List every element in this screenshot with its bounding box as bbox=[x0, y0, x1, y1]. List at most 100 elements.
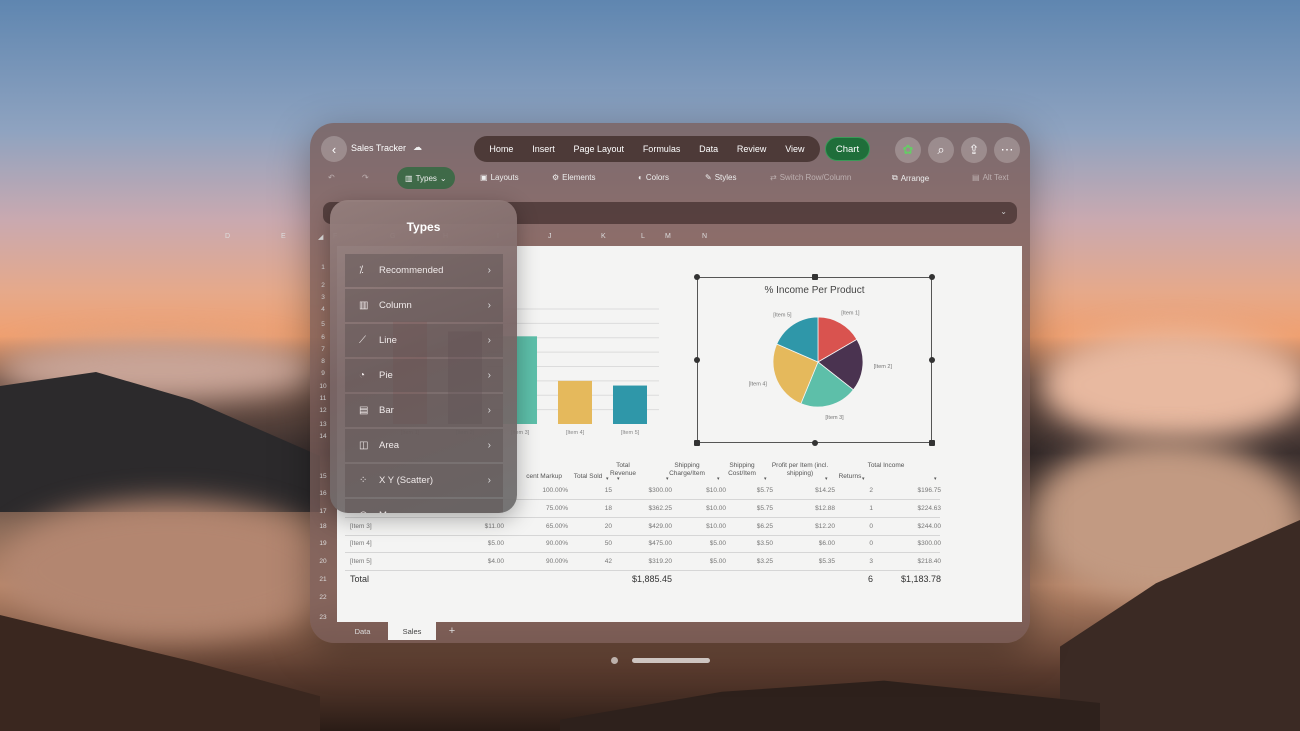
row-number[interactable]: 6 bbox=[321, 334, 325, 341]
filter-dropdown-icon[interactable]: ▾ bbox=[862, 476, 865, 482]
cell-ship-charge[interactable]: $10.00 bbox=[706, 523, 726, 530]
row-number[interactable]: 4 bbox=[321, 306, 325, 313]
styles-button[interactable]: ✎ Styles bbox=[705, 173, 737, 182]
row-number[interactable]: 14 bbox=[319, 433, 327, 440]
row-number[interactable]: 23 bbox=[319, 614, 327, 621]
column-header[interactable]: J bbox=[548, 233, 552, 240]
resize-handle[interactable] bbox=[929, 440, 935, 446]
cell-revenue[interactable]: $475.00 bbox=[648, 540, 673, 547]
filter-dropdown-icon[interactable]: ▾ bbox=[717, 476, 720, 482]
cell-ship-cost[interactable]: $5.75 bbox=[756, 487, 773, 494]
cell-income[interactable]: $196.75 bbox=[917, 487, 942, 494]
resize-handle[interactable] bbox=[812, 274, 818, 280]
menu-item-pie[interactable]: ◔ Pie › bbox=[345, 359, 503, 392]
more-button[interactable]: ⋯ bbox=[994, 137, 1020, 163]
cell-returns[interactable]: 0 bbox=[869, 523, 873, 530]
menu-item-x-y-scatter-[interactable]: ⁘ X Y (Scatter) › bbox=[345, 464, 503, 497]
resize-handle[interactable] bbox=[929, 274, 935, 280]
filter-dropdown-icon[interactable]: ▾ bbox=[825, 476, 828, 482]
colors-button[interactable]: ◐ Colors bbox=[638, 173, 669, 182]
cell-markup[interactable]: 90.00% bbox=[545, 558, 568, 565]
cell-price[interactable]: $4.00 bbox=[487, 558, 504, 565]
tab-home[interactable]: Home bbox=[489, 144, 514, 154]
filter-dropdown-icon[interactable]: ▾ bbox=[934, 476, 937, 482]
cell-ship-cost[interactable]: $3.50 bbox=[756, 540, 773, 547]
cell-profit[interactable]: $6.00 bbox=[818, 540, 835, 547]
tab-chart[interactable]: Chart bbox=[825, 137, 870, 161]
tab-insert[interactable]: Insert bbox=[532, 144, 555, 154]
types-button[interactable]: ▥ Types ⌄ bbox=[397, 167, 455, 189]
row-number[interactable]: 21 bbox=[319, 576, 327, 583]
add-sheet-button[interactable]: + bbox=[448, 625, 456, 637]
row-number[interactable]: 10 bbox=[319, 383, 327, 390]
filter-dropdown-icon[interactable]: ▾ bbox=[606, 476, 609, 482]
cell-sold[interactable]: 42 bbox=[604, 558, 612, 565]
column-header[interactable]: N bbox=[702, 233, 708, 240]
row-number[interactable]: 18 bbox=[319, 523, 327, 530]
row-number[interactable]: 1 bbox=[321, 264, 325, 271]
pie-slice[interactable] bbox=[817, 338, 864, 391]
back-button[interactable]: ‹ bbox=[321, 136, 347, 162]
search-button[interactable]: ⌕ bbox=[928, 137, 954, 163]
bar[interactable] bbox=[613, 385, 647, 424]
cell-ship-charge[interactable]: $10.00 bbox=[706, 487, 726, 494]
cell-ship-charge[interactable]: $5.00 bbox=[709, 558, 726, 565]
resize-handle[interactable] bbox=[812, 440, 818, 446]
row-number[interactable]: 17 bbox=[319, 508, 327, 515]
column-header[interactable]: L bbox=[641, 233, 645, 240]
row-number[interactable]: 19 bbox=[319, 540, 327, 547]
cell-price[interactable]: $11.00 bbox=[484, 523, 504, 530]
elements-button[interactable]: ⚙ Elements bbox=[552, 173, 596, 182]
resize-handle[interactable] bbox=[694, 274, 700, 280]
alt-text-button[interactable]: ▤ Alt Text bbox=[972, 173, 1022, 182]
cell-name[interactable]: [Item 4] bbox=[350, 540, 372, 547]
cell-profit[interactable]: $14.25 bbox=[815, 487, 835, 494]
cell-returns[interactable]: 0 bbox=[869, 540, 873, 547]
cell-income[interactable]: $300.00 bbox=[917, 540, 942, 547]
cell-revenue[interactable]: $429.00 bbox=[648, 523, 673, 530]
cell-ship-cost[interactable]: $5.75 bbox=[756, 505, 773, 512]
window-dot[interactable] bbox=[611, 657, 618, 664]
row-number[interactable]: 11 bbox=[319, 395, 327, 402]
pie-slice[interactable] bbox=[776, 316, 819, 363]
column-header[interactable]: D bbox=[225, 233, 231, 240]
cell-sold[interactable]: 15 bbox=[604, 487, 612, 494]
cell-sold[interactable]: 18 bbox=[604, 505, 612, 512]
pie-slice[interactable] bbox=[800, 361, 854, 408]
cell-name[interactable]: [Item 5] bbox=[350, 558, 372, 565]
sheet-tab-sales[interactable]: Sales bbox=[388, 622, 436, 640]
cell-ship-charge[interactable]: $5.00 bbox=[709, 540, 726, 547]
column-header[interactable]: M bbox=[665, 233, 671, 240]
cell-profit[interactable]: $12.20 bbox=[815, 523, 835, 530]
cell-income[interactable]: $244.00 bbox=[917, 523, 942, 530]
switch-row-column-button[interactable]: ⇄ Switch Row/Column bbox=[770, 173, 851, 182]
cell-ship-cost[interactable]: $3.25 bbox=[756, 558, 773, 565]
arrange-button[interactable]: ⧉ Arrange bbox=[892, 173, 929, 183]
row-number[interactable]: 12 bbox=[319, 407, 327, 414]
menu-item-bar[interactable]: ▤ Bar › bbox=[345, 394, 503, 427]
share-button[interactable]: ⇪ bbox=[961, 137, 987, 163]
filter-dropdown-icon[interactable]: ▾ bbox=[666, 476, 669, 482]
cell-markup[interactable]: 90.00% bbox=[545, 540, 568, 547]
row-number[interactable]: 3 bbox=[321, 294, 325, 301]
filter-dropdown-icon[interactable]: ▾ bbox=[617, 476, 620, 482]
layouts-button[interactable]: ▣ Layouts bbox=[480, 173, 519, 182]
row-number[interactable]: 15 bbox=[319, 473, 327, 480]
cell-markup[interactable]: 100.00% bbox=[542, 487, 568, 494]
cell-ship-charge[interactable]: $10.00 bbox=[706, 505, 726, 512]
pie-slice[interactable] bbox=[817, 316, 858, 363]
menu-item-column[interactable]: ▥ Column › bbox=[345, 289, 503, 322]
cell-sold[interactable]: 50 bbox=[604, 540, 612, 547]
copilot-button[interactable]: ✿ bbox=[895, 137, 921, 163]
row-number[interactable]: 16 bbox=[319, 490, 327, 497]
cell-markup[interactable]: 75.00% bbox=[545, 505, 568, 512]
window-grabber[interactable] bbox=[632, 658, 710, 663]
resize-handle[interactable] bbox=[694, 440, 700, 446]
cell-sold[interactable]: 20 bbox=[604, 523, 612, 530]
tab-data[interactable]: Data bbox=[699, 144, 719, 154]
row-number[interactable]: 7 bbox=[321, 346, 325, 353]
resize-handle[interactable] bbox=[694, 357, 700, 363]
menu-item-line[interactable]: ⟋ Line › bbox=[345, 324, 503, 357]
column-header[interactable]: E bbox=[281, 233, 286, 240]
resize-handle[interactable] bbox=[929, 357, 935, 363]
